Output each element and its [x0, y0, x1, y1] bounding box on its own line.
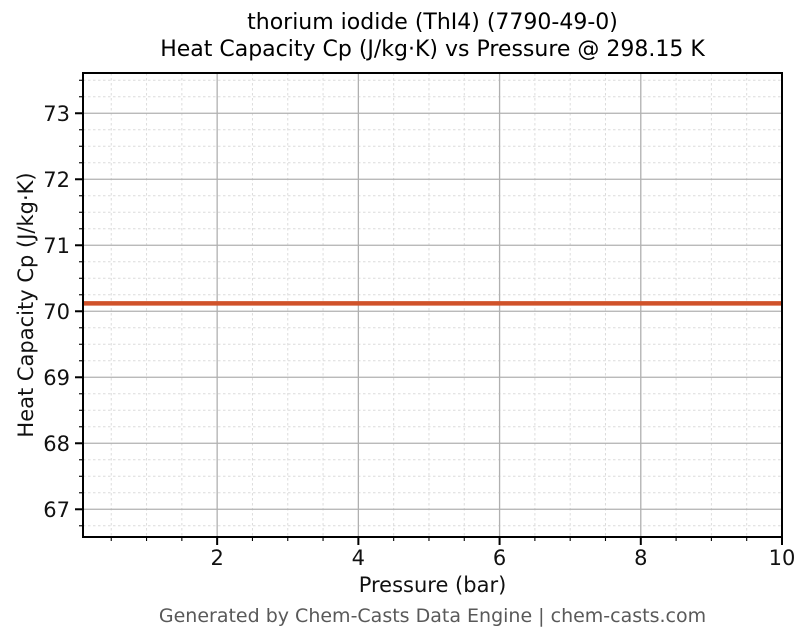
y-tick-label: 73: [43, 102, 70, 126]
x-tick-label: 8: [634, 546, 647, 570]
y-tick-label: 70: [43, 300, 70, 324]
y-tick-label: 72: [43, 168, 70, 192]
footer-attribution: Generated by Chem-Casts Data Engine | ch…: [158, 605, 707, 627]
y-axis-label: Heat Capacity Cp (J/kg·K): [14, 172, 38, 438]
plot-border: [82, 72, 783, 538]
x-axis-label: Pressure (bar): [358, 573, 507, 597]
chart-title-line1: thorium iodide (ThI4) (7790-49-0): [247, 10, 618, 35]
y-tick-label: 69: [43, 366, 70, 390]
y-tick-label: 68: [43, 432, 70, 456]
x-tick-label: 6: [493, 546, 506, 570]
chart-title: thorium iodide (ThI4) (7790-49-0) Heat C…: [83, 9, 782, 63]
y-tick-label: 67: [43, 498, 70, 522]
chart-title-line2: Heat Capacity Cp (J/kg·K) vs Pressure @ …: [160, 37, 705, 62]
x-tick-label: 2: [210, 546, 223, 570]
x-tick-label: 10: [769, 546, 796, 570]
y-tick-label: 71: [43, 234, 70, 258]
x-tick-label: 4: [352, 546, 365, 570]
